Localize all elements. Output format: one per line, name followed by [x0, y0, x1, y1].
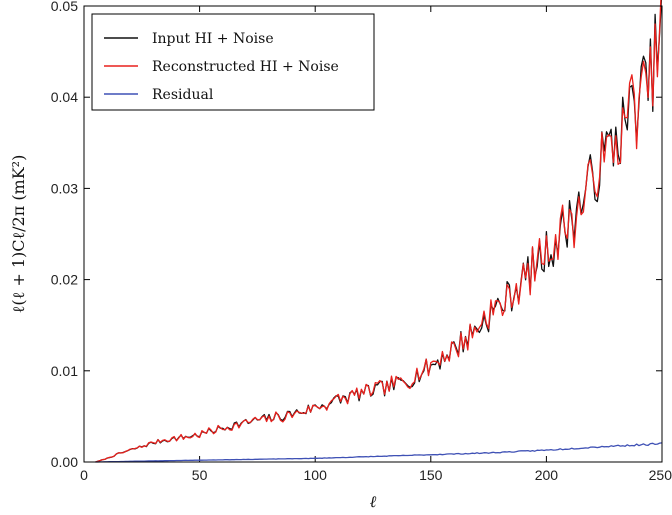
y-tick-label: 0.04 — [51, 89, 78, 105]
x-tick-label: 100 — [304, 467, 328, 483]
tick-labels: 0 50 100 150 200 250 0.00 0.01 0.02 0.03 0.04 0.05 — [51, 0, 672, 483]
y-axis-label: ℓ(ℓ + 1)Cℓ/2π (mK²) — [9, 155, 28, 314]
legend: Input HI + Noise Reconstructed HI + Noise… — [91, 13, 375, 111]
series-lines — [95, 0, 663, 463]
legend-label: Reconstructed HI + Noise — [152, 59, 339, 75]
y-tick-label: 0.02 — [51, 272, 78, 288]
y-tick-label: 0.00 — [51, 454, 78, 470]
y-tick-label: 0.05 — [51, 0, 78, 14]
x-tick-label: 50 — [192, 467, 208, 483]
y-tick-label: 0.01 — [51, 363, 78, 379]
x-tick-label: 250 — [649, 467, 672, 483]
series-line-3 — [95, 442, 663, 463]
plot-frame — [83, 5, 663, 463]
y-tick-label: 0.03 — [51, 180, 78, 196]
x-tick-label: 200 — [535, 467, 559, 483]
legend-label: Input HI + Noise — [152, 31, 274, 47]
series-line-2 — [95, 0, 662, 463]
x-tick-label: 0 — [80, 467, 88, 483]
legend-box — [91, 13, 375, 111]
x-axis-label: ℓ — [370, 492, 377, 511]
x-tick-label: 150 — [419, 467, 443, 483]
legend-label: Residual — [152, 87, 214, 103]
